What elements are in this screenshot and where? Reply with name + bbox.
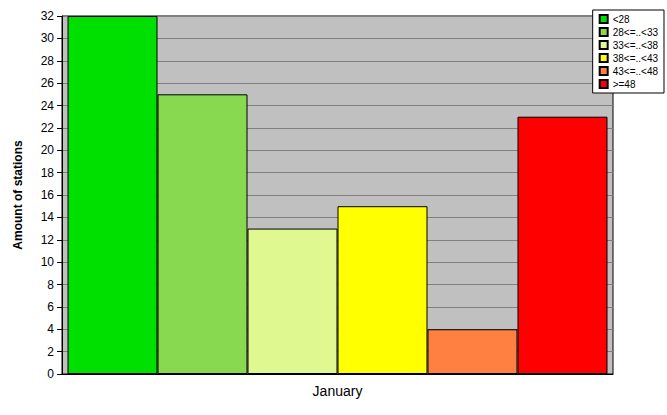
- svg-text:32: 32: [41, 9, 55, 23]
- svg-text:28<=..<33: 28<=..<33: [613, 27, 659, 38]
- svg-text:8: 8: [47, 278, 54, 292]
- svg-text:14: 14: [41, 210, 55, 224]
- svg-text:16: 16: [41, 188, 55, 202]
- svg-text:18: 18: [41, 166, 55, 180]
- svg-text:6: 6: [47, 300, 54, 314]
- svg-text:0: 0: [47, 367, 54, 381]
- svg-text:28: 28: [41, 54, 55, 68]
- svg-text:43<=..<48: 43<=..<48: [613, 66, 659, 77]
- svg-text:38<=..<43: 38<=..<43: [613, 53, 659, 64]
- svg-text:12: 12: [41, 233, 55, 247]
- svg-text:2: 2: [47, 345, 54, 359]
- svg-text:30: 30: [41, 31, 55, 45]
- svg-text:>=48: >=48: [613, 79, 636, 90]
- svg-text:<28: <28: [613, 14, 630, 25]
- svg-text:January: January: [313, 383, 363, 399]
- svg-text:24: 24: [41, 99, 55, 113]
- svg-text:10: 10: [41, 255, 55, 269]
- svg-text:22: 22: [41, 121, 55, 135]
- svg-text:20: 20: [41, 143, 55, 157]
- svg-text:33<=..<38: 33<=..<38: [613, 40, 659, 51]
- svg-text:Amount of stations: Amount of stations: [11, 140, 25, 250]
- svg-text:4: 4: [47, 322, 54, 336]
- svg-text:26: 26: [41, 76, 55, 90]
